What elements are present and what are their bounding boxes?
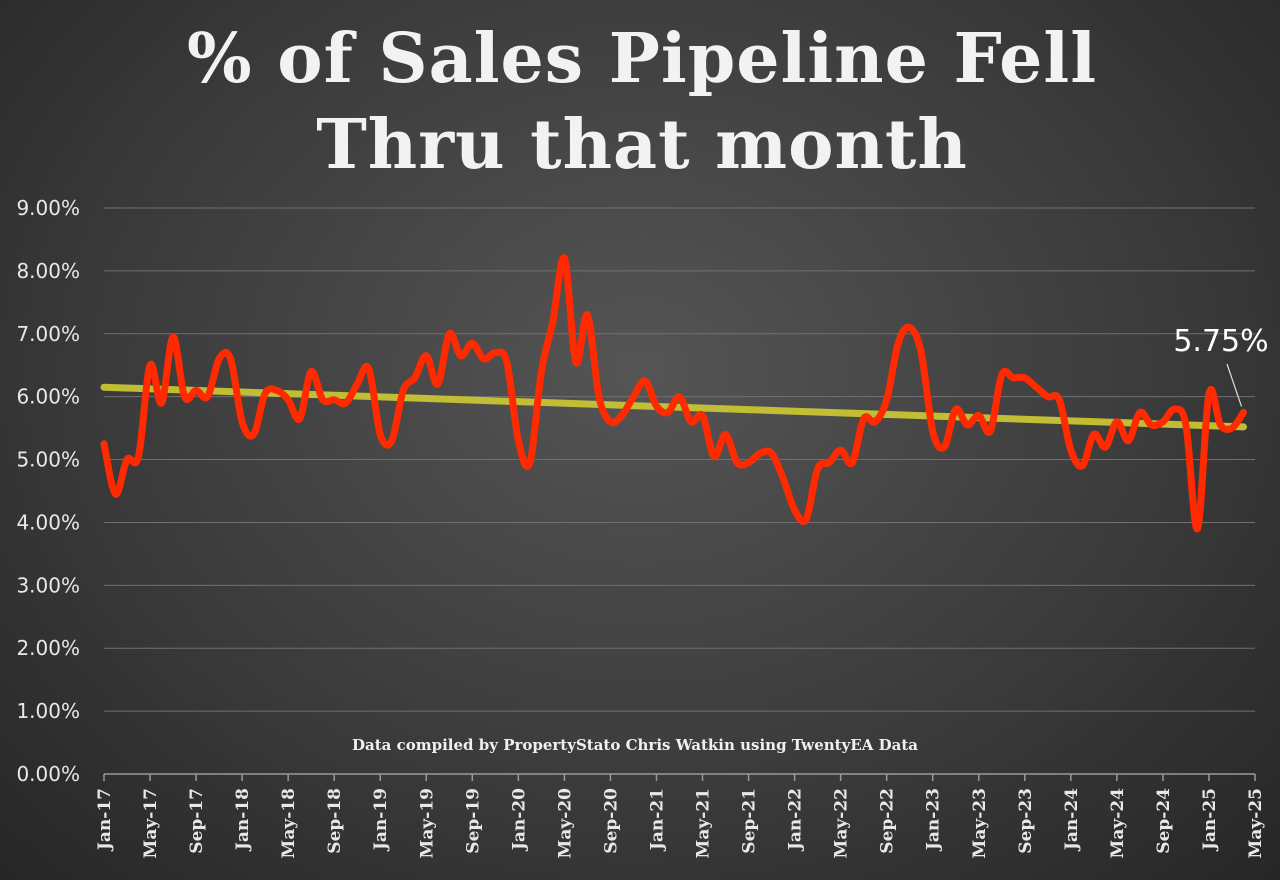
source-annotation: Data compiled by PropertyStato Chris Wat…: [352, 736, 918, 754]
x-tick-label: May-25: [1246, 788, 1266, 858]
y-tick-label: 3.00%: [16, 573, 80, 597]
x-tick-label: Jan-24: [1062, 788, 1082, 852]
y-tick-label: 5.00%: [16, 448, 80, 472]
x-tick-label: May-23: [970, 788, 990, 858]
x-axis-tick-labels: Jan-17 May-17 Sep-17 Jan-18 May-18 Sep-18 Jan-…: [95, 788, 1266, 859]
x-tick-label: Jan-19: [371, 788, 391, 852]
x-tick-label: Jan-23: [924, 788, 944, 852]
x-axis: [103, 773, 1256, 781]
x-tick-label: Sep-19: [463, 788, 483, 854]
x-tick-label: Jan-20: [509, 788, 529, 852]
x-tick-label: May-17: [141, 788, 161, 858]
y-tick-label: 1.00%: [16, 699, 80, 723]
x-tick-label: May-21: [694, 788, 714, 858]
x-tick-label: Sep-24: [1154, 788, 1174, 854]
x-tick-label: Jan-17: [95, 788, 115, 852]
y-tick-label: 2.00%: [16, 636, 80, 660]
x-tick-label: Sep-18: [325, 788, 345, 854]
chart-title-line-2: Thru that month: [316, 105, 968, 185]
series-line: [100, 254, 1247, 533]
x-tick-label: May-24: [1108, 788, 1128, 859]
y-tick-label: 4.00%: [16, 510, 80, 534]
y-tick-label: 0.00%: [16, 762, 80, 786]
chart-title-line-1: % of Sales Pipeline Fell: [187, 19, 1097, 99]
x-tick-label: Jan-25: [1200, 788, 1220, 852]
y-tick-label: 8.00%: [16, 259, 80, 283]
x-tick-label: Sep-23: [1016, 788, 1036, 854]
x-tick-label: Sep-20: [601, 788, 621, 854]
y-tick-label: 6.00%: [16, 385, 80, 409]
y-tick-label: 7.00%: [16, 322, 80, 346]
x-tick-label: Sep-17: [187, 788, 207, 854]
y-axis-tick-labels: 0.00% 1.00% 2.00% 3.00% 4.00% 5.00% 6.00% 7.00%…: [16, 196, 80, 786]
callout-label: 5.75%: [1173, 324, 1268, 359]
callout-leader-line: [1226, 363, 1243, 407]
x-tick-label: May-22: [832, 788, 852, 858]
x-tick-label: Sep-21: [740, 788, 760, 854]
x-tick-label: May-18: [279, 788, 299, 858]
y-tick-label: 9.00%: [16, 196, 80, 220]
x-tick-label: Sep-22: [878, 788, 898, 854]
x-tick-label: May-19: [417, 788, 437, 858]
x-tick-label: Jan-18: [233, 788, 253, 852]
x-tick-label: May-20: [555, 788, 575, 859]
callout: 5.75%: [1173, 324, 1269, 407]
x-tick-label: Jan-21: [647, 788, 667, 852]
chart-title: % of Sales Pipeline Fell Thru that month: [187, 19, 1097, 185]
x-tick-label: Jan-22: [786, 788, 806, 852]
